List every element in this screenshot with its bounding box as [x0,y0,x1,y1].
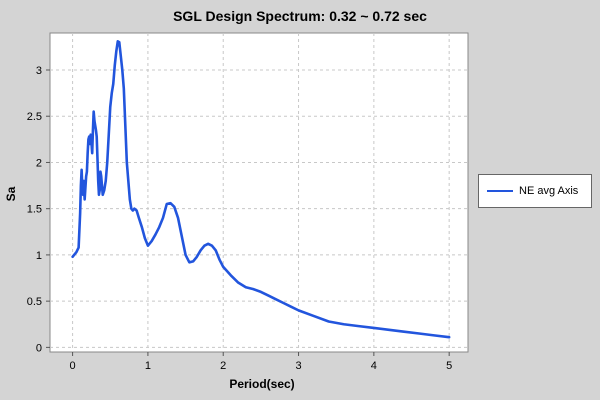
y-tick-label: 1.5 [27,204,42,216]
x-tick-label: 2 [220,360,226,372]
x-tick-label: 1 [145,360,151,372]
y-axis-label: Sa [4,186,18,201]
y-tick-label: 0 [36,342,42,354]
chart-title: SGL Design Spectrum: 0.32 ~ 0.72 sec [173,8,427,24]
y-tick-label: 2.5 [27,111,42,123]
x-tick-label: 5 [446,360,452,372]
legend: NE avg Axis [478,174,592,208]
legend-label: NE avg Axis [519,185,579,197]
x-axis-label: Period(sec) [229,377,294,391]
y-tick-label: 3 [36,65,42,77]
legend-swatch [487,190,513,192]
y-tick-label: 1 [36,250,42,262]
y-tick-label: 2 [36,157,42,169]
x-tick-label: 3 [295,360,301,372]
x-tick-label: 0 [70,360,76,372]
x-tick-label: 4 [371,360,377,372]
plot-area [49,32,469,353]
y-tick-label: 0.5 [27,296,42,308]
series-line [71,40,451,339]
